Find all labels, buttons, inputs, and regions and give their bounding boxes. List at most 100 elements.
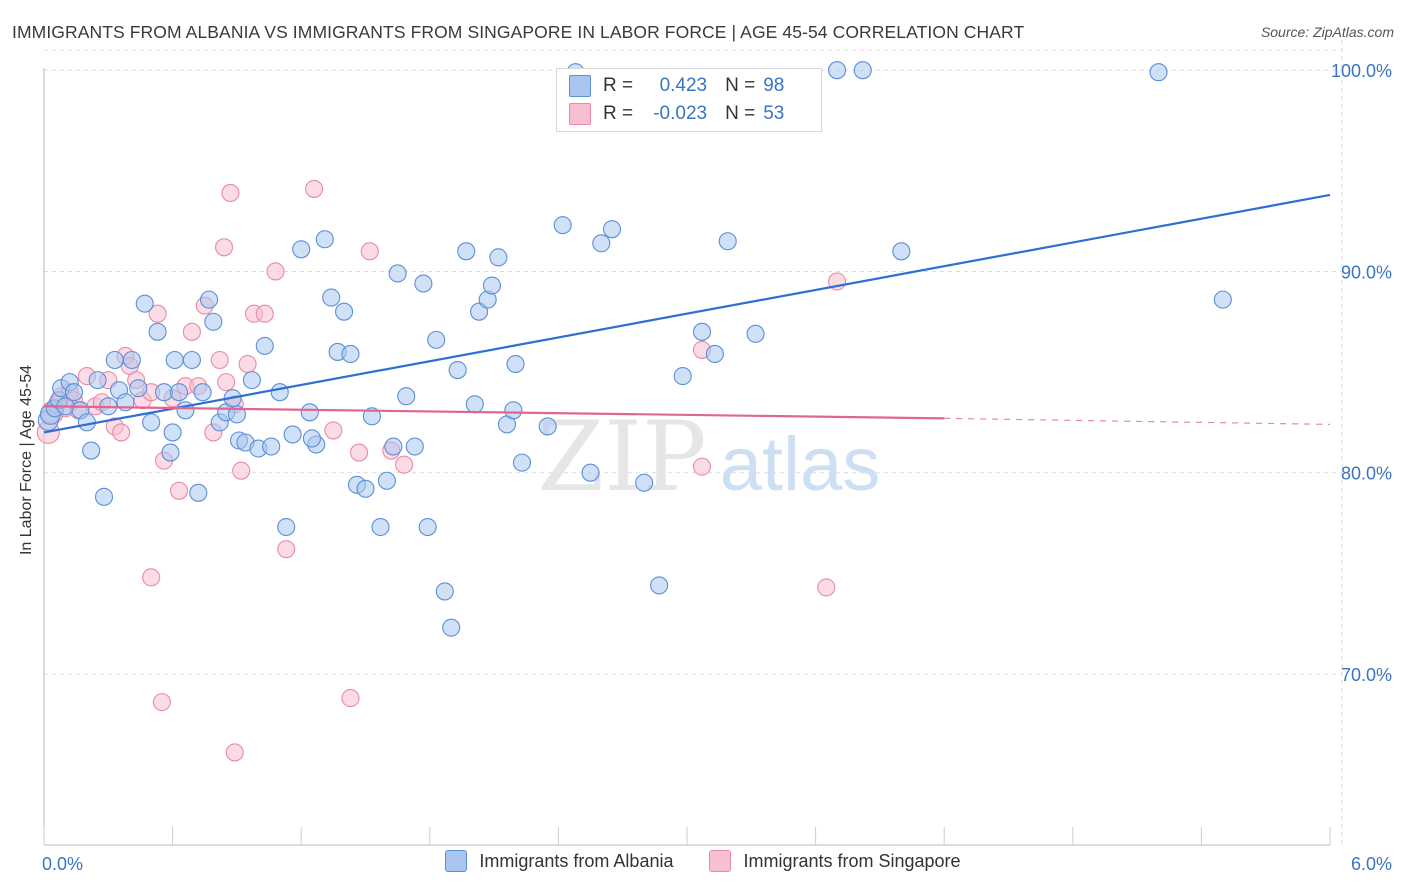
albania-point	[705, 344, 724, 364]
albania-n-label: N =	[725, 75, 756, 96]
albania-point	[182, 350, 201, 370]
albania-point	[165, 350, 184, 370]
albania-point	[650, 576, 669, 595]
y-tick-label: 100.0%	[1331, 61, 1392, 81]
albania-point	[1213, 290, 1232, 309]
watermark-zip: ZIP	[537, 401, 706, 513]
singapore-r-label: R =	[603, 103, 634, 124]
singapore-legend-label: Immigrants from Singapore	[743, 850, 961, 871]
albania-point	[397, 387, 416, 406]
singapore-point	[142, 568, 161, 587]
singapore-point	[210, 350, 229, 370]
albania-point	[414, 274, 433, 293]
albania-point	[302, 429, 321, 448]
albania-point	[64, 383, 84, 402]
watermark-atlas: atlas	[720, 422, 881, 507]
albania-point	[538, 417, 557, 436]
albania-point	[292, 240, 311, 259]
x-tick-label-min: 0.0%	[42, 854, 83, 874]
albania-point	[465, 395, 484, 414]
albania-n-value: 98	[763, 75, 785, 96]
singapore-point	[341, 689, 360, 708]
albania-point	[161, 443, 180, 462]
singapore-point	[221, 183, 240, 202]
albania-point	[227, 405, 246, 424]
albania-point	[692, 322, 712, 341]
albania-point	[189, 483, 208, 502]
albania-point	[262, 437, 281, 456]
albania-point	[341, 344, 360, 364]
albania-trend-line	[43, 193, 1331, 434]
albania-point	[489, 248, 508, 267]
albania-point	[718, 232, 737, 251]
singapore-point	[214, 238, 234, 257]
albania-point	[418, 517, 437, 537]
legend-item-singapore: Immigrants from Singapore	[709, 850, 961, 872]
albania-point	[94, 487, 114, 506]
correlation-legend: R = 0.423 N = 98 R = -0.023 N = 53	[556, 68, 822, 132]
albania-point	[88, 371, 107, 390]
singapore-point	[350, 443, 369, 462]
y-tick-label: 80.0%	[1341, 464, 1392, 484]
albania-point	[255, 336, 274, 355]
albania-point	[204, 312, 223, 331]
trend-lines	[43, 193, 1331, 434]
albania-point	[129, 379, 148, 398]
albania-point	[154, 383, 174, 402]
albania-point	[242, 371, 261, 390]
singapore-point	[277, 540, 296, 559]
albania-point	[435, 582, 454, 601]
series-legend: Immigrants from Albania Immigrants from …	[0, 850, 1406, 872]
albania-point	[442, 618, 461, 637]
albania-swatch	[569, 75, 591, 97]
albania-point	[105, 350, 124, 370]
albania-point	[635, 473, 654, 492]
albania-point	[482, 276, 502, 295]
singapore-trend-line	[43, 405, 945, 420]
albania-point	[169, 383, 189, 402]
legend-row-singapore: R = -0.023 N = 53	[569, 101, 784, 127]
albania-point	[193, 383, 212, 402]
x-tick-label-max: 6.0%	[1351, 854, 1392, 874]
albania-legend-swatch	[445, 850, 468, 872]
singapore-point	[182, 322, 201, 341]
albania-point	[322, 288, 341, 307]
legend-item-albania: Immigrants from Albania	[445, 850, 673, 872]
albania-r-label: R =	[603, 75, 634, 96]
axes	[43, 68, 1331, 846]
albania-point	[335, 302, 354, 321]
singapore-point	[232, 461, 251, 480]
albania-point	[602, 220, 622, 239]
albania-point	[356, 479, 375, 498]
singapore-point	[692, 457, 712, 476]
albania-point	[553, 216, 572, 235]
y-tick-label: 90.0%	[1341, 262, 1392, 282]
albania-point	[448, 360, 467, 380]
legend-row-albania: R = 0.423 N = 98	[569, 73, 784, 99]
albania-point	[892, 242, 911, 261]
singapore-point	[255, 304, 274, 323]
singapore-point	[148, 304, 167, 323]
albania-point	[122, 350, 141, 370]
singapore-point	[238, 354, 257, 374]
albania-point	[371, 517, 390, 537]
albania-point	[427, 330, 446, 349]
albania-point	[592, 234, 611, 253]
albania-point	[384, 437, 403, 456]
albania-point	[581, 463, 600, 482]
singapore-n-value: 53	[763, 103, 785, 124]
singapore-point	[217, 373, 236, 392]
singapore-trend-extension	[944, 417, 1331, 425]
tick-labels: 70.0% 80.0% 90.0% 100.0% 0.0% 6.0%	[42, 61, 1392, 874]
albania-r-value: 0.423	[659, 75, 708, 96]
albania-point	[1149, 63, 1168, 82]
singapore-point	[152, 693, 171, 712]
albania-point	[405, 437, 424, 456]
albania-point	[506, 354, 525, 374]
albania-point	[277, 517, 296, 537]
singapore-point	[266, 262, 285, 281]
gridlines	[44, 40, 1343, 845]
singapore-point	[395, 455, 414, 474]
albania-point	[512, 453, 532, 472]
singapore-n-label: N =	[725, 103, 756, 124]
